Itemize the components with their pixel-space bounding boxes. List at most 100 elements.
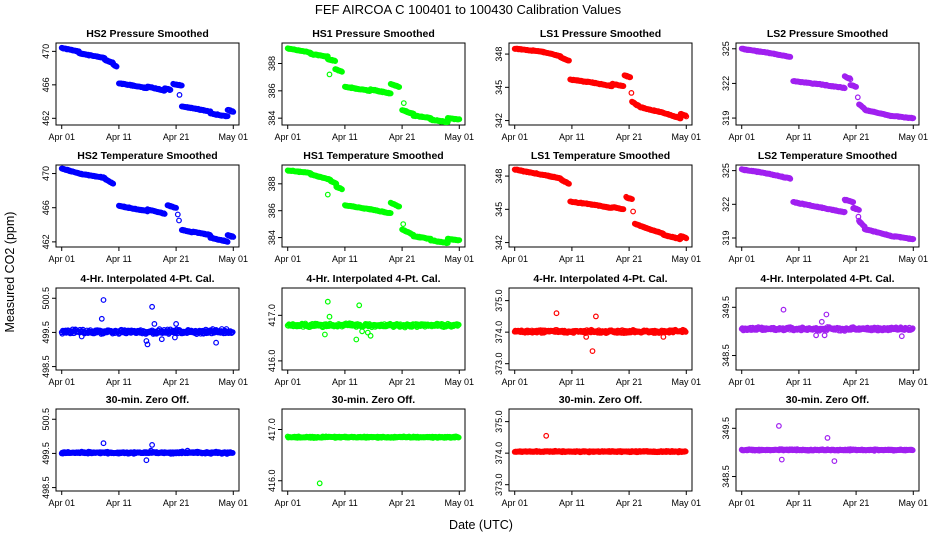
y-tick-label: 499.5 — [41, 321, 51, 344]
x-tick-label: Apr 21 — [163, 377, 190, 387]
x-tick-label: May 01 — [672, 498, 702, 508]
x-tick-label: Apr 01 — [501, 498, 528, 508]
data-point — [824, 435, 831, 441]
data-point — [176, 91, 183, 98]
data-points — [511, 310, 689, 355]
data-point — [171, 334, 178, 341]
data-point — [356, 302, 363, 309]
data-point — [855, 213, 862, 220]
y-tick-label: 348.5 — [721, 465, 731, 488]
data-point — [149, 442, 156, 448]
data-points — [511, 166, 690, 243]
data-point — [229, 108, 236, 115]
x-tick-label: Apr 11 — [559, 498, 585, 508]
x-tick-label: Apr 01 — [728, 498, 755, 508]
plot-frame — [281, 408, 466, 492]
data-point — [339, 186, 345, 193]
data-point — [787, 175, 794, 182]
panel-ls1-r2: 4-Hr. Interpolated 4-Pt. Cal.Apr 01 Apr 1… — [494, 273, 701, 387]
x-tick-label: May 01 — [899, 254, 929, 264]
panel-hs1-r2: 4-Hr. Interpolated 4-Pt. Cal.Apr 01 Apr 1… — [267, 273, 474, 387]
data-point — [553, 310, 560, 317]
data-points — [284, 298, 462, 343]
data-point — [167, 86, 174, 93]
data-points — [58, 165, 237, 245]
x-tick-label: May 01 — [899, 132, 929, 142]
data-point — [589, 348, 596, 355]
y-tick-label: 322 — [721, 76, 731, 91]
data-point — [174, 211, 181, 218]
x-tick-label: Apr 01 — [48, 132, 75, 142]
x-tick-label: May 01 — [219, 254, 249, 264]
x-tick-label: Apr 21 — [843, 498, 870, 508]
data-point — [100, 440, 107, 447]
plot-frame — [735, 408, 920, 492]
x-tick-label: Apr 21 — [389, 254, 416, 264]
y-tick-label: 348 — [494, 169, 504, 184]
data-point — [324, 298, 331, 305]
panel-ls2-r2: 4-Hr. Interpolated 4-Pt. Cal.Apr 01 Apr 1… — [721, 273, 928, 387]
x-tick-label: Apr 11 — [786, 254, 812, 264]
y-tick-label: 388 — [267, 56, 277, 71]
data-point — [682, 329, 689, 335]
data-point — [224, 113, 231, 120]
data-points — [58, 44, 237, 120]
y-tick-label: 498.5 — [41, 355, 51, 378]
plot-frame — [281, 164, 466, 248]
data-point — [909, 325, 916, 332]
x-tick-label: Apr 11 — [786, 498, 812, 508]
plot-frame — [281, 42, 466, 126]
panel-title: 4-Hr. Interpolated 4-Pt. Cal. — [760, 273, 894, 285]
y-tick-label: 319 — [721, 230, 731, 245]
plot-frame — [508, 408, 693, 492]
x-tick-label: Apr 21 — [616, 132, 643, 142]
x-tick-label: Apr 11 — [332, 254, 358, 264]
y-tick-label: 498.5 — [41, 476, 51, 499]
x-tick-label: Apr 11 — [106, 377, 132, 387]
data-point — [850, 199, 857, 206]
y-tick-label: 384 — [267, 111, 277, 126]
x-tick-label: Apr 21 — [389, 132, 416, 142]
data-point — [364, 329, 371, 336]
data-point — [854, 94, 861, 101]
data-point — [627, 74, 634, 81]
y-tick-label: 416.0 — [267, 350, 277, 373]
x-tick-label: May 01 — [672, 254, 702, 264]
x-tick-label: Apr 11 — [559, 132, 585, 142]
data-point — [682, 448, 689, 455]
data-point — [620, 206, 627, 213]
data-points — [284, 167, 463, 247]
x-tick-label: Apr 11 — [106, 254, 132, 264]
data-points — [58, 440, 236, 464]
data-point — [98, 315, 105, 322]
y-tick-label: 373.0 — [494, 352, 504, 375]
x-tick-label: Apr 01 — [48, 498, 75, 508]
y-tick-label: 342 — [494, 235, 504, 250]
data-points — [284, 433, 462, 487]
panel-hs1-r3: 30-min. Zero Off.Apr 01 Apr 11 Apr 21 May 0… — [267, 394, 474, 508]
x-tick-label: Apr 01 — [728, 132, 755, 142]
data-point — [158, 336, 165, 343]
data-point — [776, 423, 782, 429]
data-point — [359, 328, 366, 335]
plot-frame — [508, 287, 693, 371]
data-point — [316, 480, 323, 487]
data-point — [400, 100, 407, 106]
data-point — [456, 237, 463, 244]
x-tick-label: May 01 — [219, 377, 249, 387]
data-point — [143, 338, 150, 344]
x-tick-label: Apr 21 — [616, 377, 643, 387]
x-tick-label: Apr 21 — [163, 254, 190, 264]
x-tick-label: Apr 01 — [501, 254, 528, 264]
panel-title: 4-Hr. Interpolated 4-Pt. Cal. — [533, 273, 667, 285]
y-tick-label: 325 — [721, 163, 731, 178]
data-point — [455, 434, 462, 441]
y-tick-label: 466 — [41, 77, 51, 92]
x-tick-label: Apr 11 — [332, 132, 358, 142]
plot-frame — [508, 42, 693, 126]
plot-frame — [55, 287, 240, 371]
data-point — [396, 203, 403, 210]
